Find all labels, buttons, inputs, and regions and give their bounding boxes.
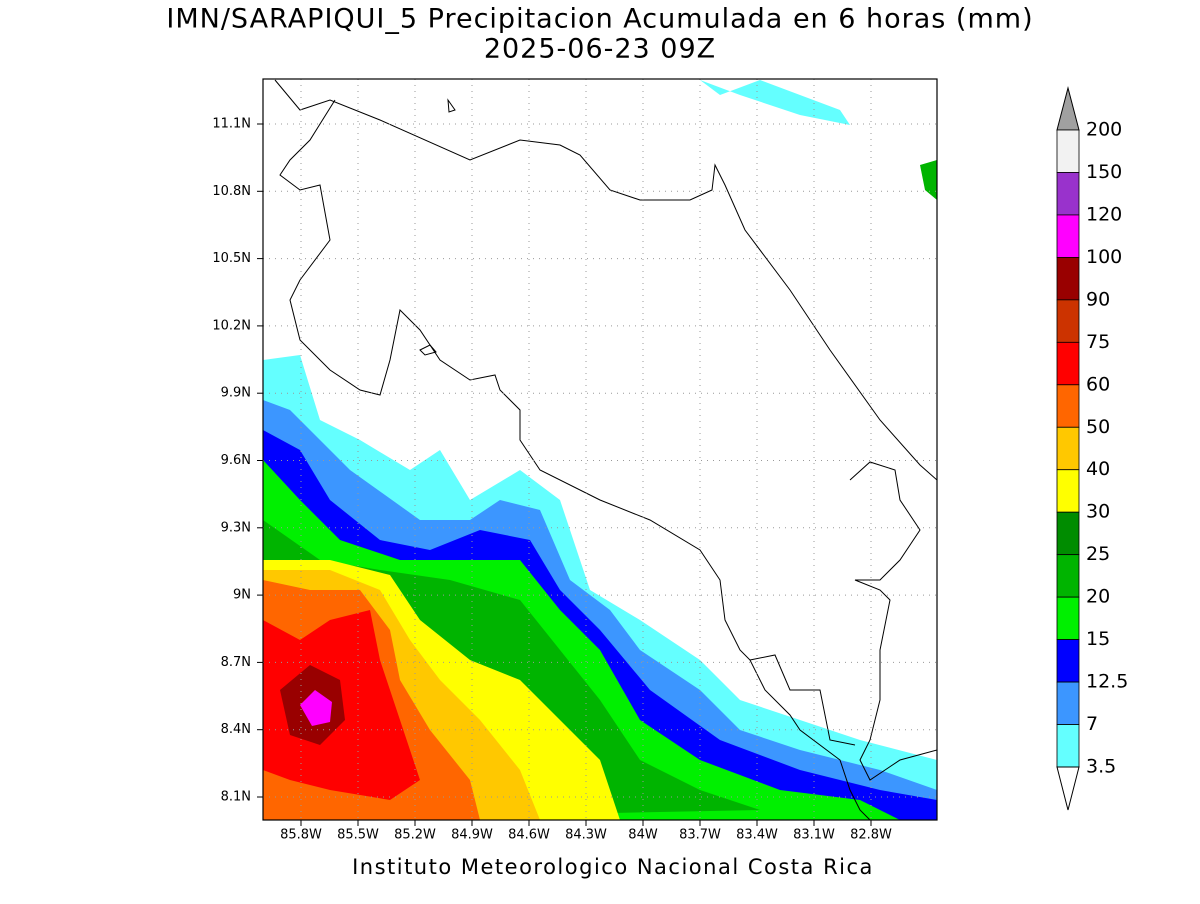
subtitle: 2025-06-23 09Z — [484, 34, 716, 65]
colorbar-segment — [1056, 129, 1080, 173]
y-tick-label: 9.9N — [221, 386, 251, 401]
colorbar-segment — [1056, 299, 1080, 343]
colorbar-segment — [1056, 214, 1080, 258]
colorbar-label: 3.5 — [1086, 756, 1116, 778]
colorbar-segment — [1056, 511, 1080, 556]
y-tick-label: 10.5N — [212, 251, 251, 266]
colorbar-label: 50 — [1086, 416, 1110, 438]
grid — [257, 79, 937, 826]
colorbar-segment — [1056, 256, 1080, 301]
colorbar-label: 90 — [1086, 288, 1110, 310]
x-tick-label: 83.7W — [679, 828, 721, 843]
colorbar-segment — [1056, 384, 1080, 428]
colorbar-arrow — [1056, 86, 1080, 131]
colorbar-label: 12.5 — [1086, 671, 1128, 693]
colorbar-label: 7 — [1086, 713, 1098, 735]
x-tick-label: 85.5W — [337, 828, 379, 843]
colorbar-segment — [1056, 341, 1080, 386]
y-tick-label: 9N — [233, 588, 251, 603]
colorbar-label: 100 — [1086, 246, 1122, 268]
y-tick-label: 8.7N — [221, 655, 251, 670]
coastlines — [274, 79, 937, 820]
x-tick-label: 84.9W — [451, 828, 493, 843]
colorbar-label: 200 — [1086, 119, 1122, 141]
colorbar-segment — [1056, 681, 1080, 725]
x-tick-label: 84.3W — [565, 828, 607, 843]
colorbar-label: 15 — [1086, 628, 1110, 650]
colorbar-label: 60 — [1086, 373, 1110, 395]
x-tick-label: 84W — [628, 828, 658, 843]
y-tick-label: 10.8N — [212, 184, 251, 199]
colorbar-segment — [1056, 639, 1080, 683]
colorbar-label: 150 — [1086, 161, 1122, 183]
colorbar-segment — [1056, 724, 1080, 768]
colorbar-segment — [1056, 554, 1080, 598]
y-tick-label: 8.4N — [221, 722, 251, 737]
x-tick-label: 85.8W — [280, 828, 322, 843]
footer: Instituto Meteorologico Nacional Costa R… — [352, 855, 874, 879]
x-tick-label: 83.4W — [736, 828, 778, 843]
colorbar-label: 120 — [1086, 203, 1122, 225]
colorbar-label: 20 — [1086, 586, 1110, 608]
x-tick-label: 85.2W — [394, 828, 436, 843]
x-tick-label: 84.6W — [508, 828, 550, 843]
y-tick-label: 9.6N — [221, 453, 251, 468]
x-tick-label: 82.8W — [850, 828, 892, 843]
title: IMN/SARAPIQUI_5 Precipitacion Acumulada … — [166, 4, 1033, 35]
colorbar-label: 40 — [1086, 458, 1110, 480]
y-tick-label: 11.1N — [212, 117, 251, 132]
y-tick-label: 9.3N — [221, 520, 251, 535]
colorbar-label: 75 — [1086, 331, 1110, 353]
colorbar-label: 25 — [1086, 543, 1110, 565]
x-tick-label: 83.1W — [793, 828, 835, 843]
colorbar-segment — [1056, 469, 1080, 513]
colorbar-segment — [1056, 172, 1080, 216]
colorbar: 200 150 120 100 90 75 60 50 40 30 25 20 15 12.5 7 3.5 — [1056, 86, 1128, 811]
colorbar-segment — [1056, 426, 1080, 471]
colorbar-label: 30 — [1086, 501, 1110, 523]
colorbar-arrow — [1056, 766, 1080, 811]
y-tick-label: 8.1N — [221, 790, 251, 805]
precipitation-field — [263, 80, 937, 820]
y-tick-label: 10.2N — [212, 318, 251, 333]
map-frame — [262, 78, 938, 821]
colorbar-segment — [1056, 596, 1080, 641]
